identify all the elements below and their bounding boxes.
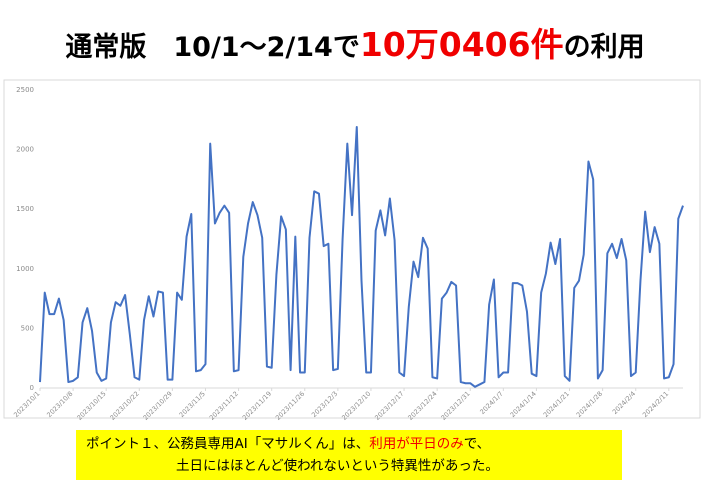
y-tick-label: 1000 [16,265,34,273]
callout-highlight: 利用が平日のみ [369,436,464,452]
y-tick-label: 2500 [16,86,34,94]
y-tick-label: 500 [21,324,34,332]
callout-text: ポイント１、公務員専用AI「マサルくん」は、 [86,436,370,452]
y-tick-label: 0 [30,384,34,392]
callout-text: で、 [463,436,491,452]
callout-text: 土日にはほとんど使われないという特異性があった。 [176,458,499,474]
y-tick-label: 2000 [16,146,34,154]
title-text: の利用 [563,32,645,63]
title-text: 通常版 10/1〜2/14で [65,32,360,63]
title: 通常版 10/1〜2/14で10万0406件の利用 [0,18,710,66]
data-line [39,125,684,388]
callout-line: ポイント１、公務員専用AI「マサルくん」は、利用が平日のみで、 [86,433,622,455]
title-highlight: 10万0406件 [359,25,564,64]
y-tick-label: 1500 [16,205,34,213]
callout: ポイント１、公務員専用AI「マサルくん」は、利用が平日のみで、 土日にはほとんど… [76,430,622,480]
